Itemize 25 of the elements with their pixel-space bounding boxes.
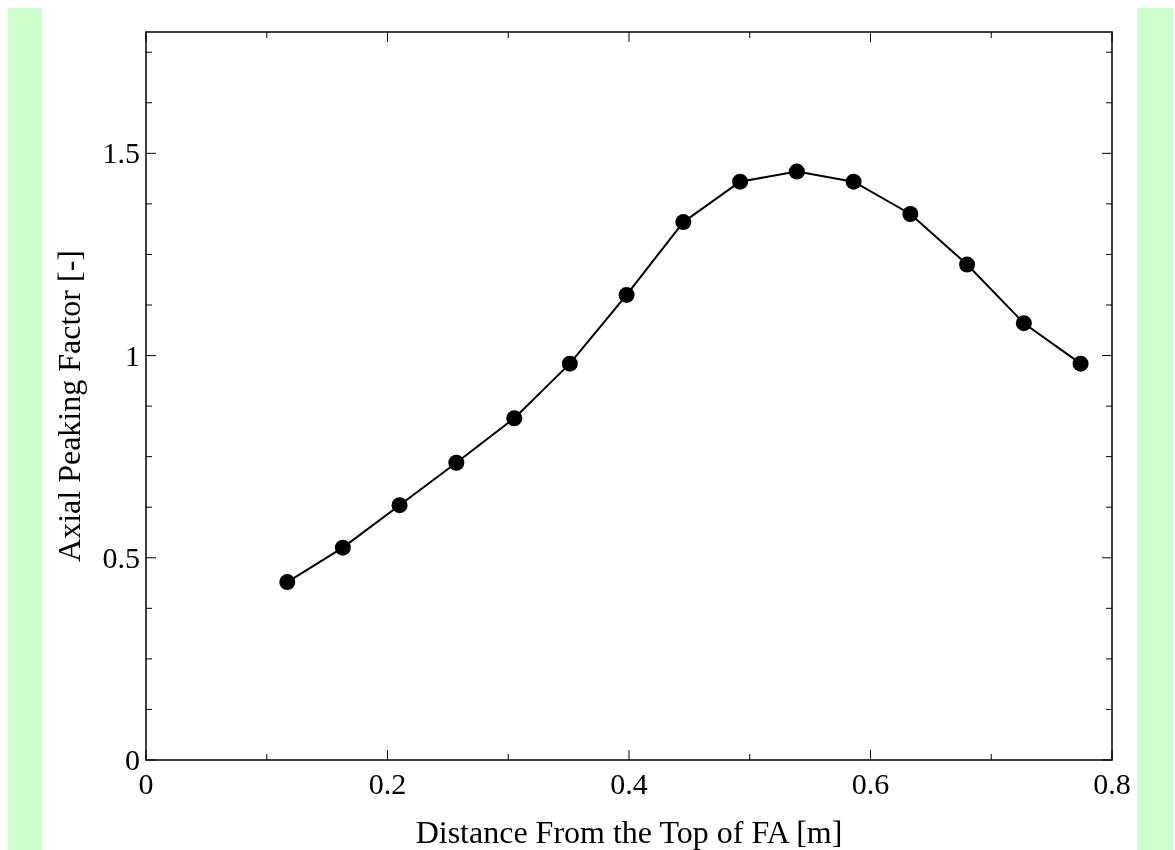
y-tick-label: 0.5 [102, 540, 140, 574]
point [788, 163, 805, 180]
y-axis-title: Axial Peaking Factor [-] [51, 250, 87, 562]
point [506, 410, 523, 427]
point [279, 574, 296, 591]
x-axis-title: Distance From the Top of FA [m] [415, 814, 843, 850]
point [1072, 355, 1089, 372]
x-tick-label: 0.2 [368, 767, 407, 800]
point [448, 454, 465, 471]
point [561, 355, 578, 372]
point [959, 256, 976, 273]
y-tick-label: 1 [125, 338, 140, 372]
x-tick-label: 0.8 [1093, 767, 1131, 800]
point [391, 497, 408, 514]
point [1015, 315, 1032, 332]
x-tick-label: 0.4 [610, 767, 648, 800]
x-tick-label: 0.6 [851, 767, 890, 800]
point [618, 286, 635, 303]
y-tick-label: 1.5 [102, 136, 140, 170]
y-tick-label: 0 [125, 743, 140, 776]
point [732, 173, 749, 190]
point [845, 173, 862, 190]
point [334, 539, 351, 556]
point [675, 214, 692, 231]
point [902, 206, 919, 222]
